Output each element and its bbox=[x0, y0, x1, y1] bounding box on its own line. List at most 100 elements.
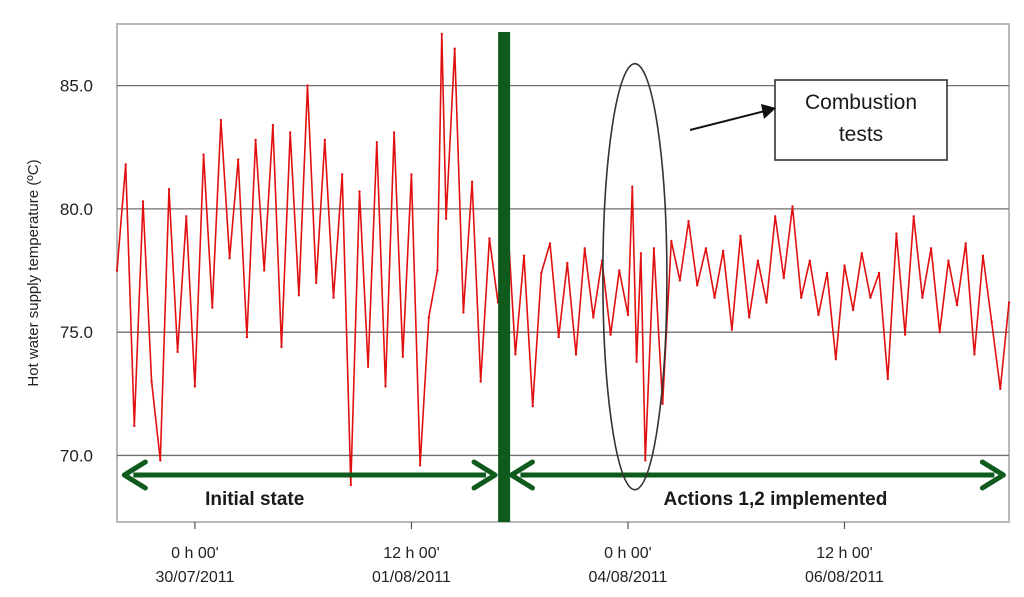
data-point bbox=[150, 380, 153, 383]
state-divider bbox=[498, 32, 511, 522]
data-point bbox=[851, 308, 855, 312]
data-point bbox=[444, 217, 448, 220]
data-point bbox=[548, 242, 552, 245]
data-point bbox=[289, 131, 292, 134]
data-point bbox=[825, 271, 829, 275]
data-point bbox=[999, 387, 1002, 391]
data-point bbox=[488, 237, 491, 240]
series-layer bbox=[115, 32, 1011, 487]
data-point bbox=[306, 84, 309, 87]
x-tick-label-date: 30/07/2011 bbox=[155, 569, 234, 586]
segment-arrow-head-left bbox=[508, 459, 535, 491]
data-point bbox=[349, 483, 352, 487]
data-point bbox=[583, 247, 586, 250]
y-tick-label: 75.0 bbox=[60, 323, 93, 342]
data-point bbox=[748, 316, 751, 319]
data-point bbox=[626, 313, 630, 317]
y-tick-label: 70.0 bbox=[60, 446, 93, 465]
data-point bbox=[704, 247, 708, 250]
data-point bbox=[886, 377, 889, 381]
data-point bbox=[237, 158, 240, 161]
data-point bbox=[401, 355, 404, 358]
data-point bbox=[410, 173, 413, 176]
segment-arrow-head-left bbox=[121, 459, 148, 491]
data-point bbox=[843, 264, 846, 267]
annotation: Combustion tests bbox=[602, 62, 948, 491]
data-point bbox=[115, 269, 119, 272]
data-point bbox=[947, 259, 950, 262]
data-point bbox=[514, 353, 517, 356]
segment-label: Initial state bbox=[205, 489, 304, 510]
data-point bbox=[774, 215, 777, 218]
data-point bbox=[366, 365, 370, 368]
data-point bbox=[358, 190, 361, 193]
data-point bbox=[722, 249, 725, 252]
data-point bbox=[540, 271, 543, 275]
y-axis-label: Hot water supply temperature (ºC) bbox=[25, 159, 42, 386]
data-point bbox=[791, 205, 794, 208]
x-tick-label-time: 12 h 00' bbox=[816, 545, 872, 562]
data-point bbox=[1007, 301, 1011, 304]
segment-arrows: Initial state Actions 1,2 implemented bbox=[121, 459, 1006, 510]
data-point bbox=[860, 252, 863, 255]
data-point bbox=[903, 333, 907, 336]
data-point bbox=[341, 173, 344, 176]
data-point bbox=[427, 316, 430, 319]
data-point bbox=[176, 350, 179, 354]
annotation-box bbox=[774, 79, 948, 161]
annotation-ellipse bbox=[602, 62, 668, 491]
data-point bbox=[271, 123, 275, 127]
data-point bbox=[522, 254, 526, 257]
data-point bbox=[211, 306, 214, 309]
data-point bbox=[678, 279, 682, 282]
divider-layer bbox=[498, 32, 511, 522]
data-point bbox=[644, 459, 647, 462]
data-point bbox=[141, 200, 145, 203]
data-point bbox=[462, 311, 465, 314]
data-point bbox=[765, 301, 768, 304]
data-point bbox=[384, 385, 387, 388]
data-point bbox=[185, 215, 188, 218]
data-point bbox=[418, 464, 422, 467]
data-point bbox=[297, 294, 301, 297]
data-point bbox=[470, 180, 474, 183]
x-tick-label-date: 01/08/2011 bbox=[372, 569, 451, 586]
data-point bbox=[639, 252, 643, 255]
data-point bbox=[263, 269, 266, 272]
x-tick-label-date: 06/08/2011 bbox=[805, 569, 884, 586]
data-point bbox=[254, 138, 257, 142]
data-point bbox=[713, 296, 716, 299]
annotation-pointer bbox=[689, 110, 766, 131]
data-point bbox=[869, 296, 872, 299]
data-point bbox=[392, 131, 396, 134]
data-point bbox=[609, 333, 612, 336]
x-tick-label-time: 12 h 00' bbox=[383, 545, 439, 562]
data-point bbox=[332, 296, 335, 299]
data-point bbox=[929, 247, 933, 250]
annotation-text-line2: tests bbox=[839, 123, 883, 146]
segment-arrow-head-right bbox=[471, 459, 498, 491]
segment-arrow-head-right bbox=[979, 459, 1006, 491]
data-point bbox=[193, 385, 197, 388]
annotation-text-line1: Combustion bbox=[805, 91, 917, 114]
data-point bbox=[453, 47, 456, 50]
data-point bbox=[877, 271, 881, 275]
data-point bbox=[739, 234, 742, 238]
data-point bbox=[557, 335, 560, 339]
data-point bbox=[817, 313, 820, 317]
data-point bbox=[670, 239, 673, 243]
data-point bbox=[574, 353, 578, 356]
data-point bbox=[440, 32, 443, 36]
data-point bbox=[159, 459, 162, 462]
data-point bbox=[566, 261, 569, 265]
data-point bbox=[921, 296, 924, 299]
data-point bbox=[635, 360, 638, 363]
data-point bbox=[912, 215, 915, 218]
data-point bbox=[323, 138, 326, 142]
data-point bbox=[661, 402, 664, 405]
x-tick-label-date: 04/08/2011 bbox=[589, 569, 668, 586]
data-point bbox=[990, 321, 993, 324]
data-point bbox=[938, 331, 941, 334]
data-point bbox=[973, 353, 976, 356]
y-axis-ticks: 70.0 75.0 80.0 85.0 bbox=[60, 77, 93, 466]
